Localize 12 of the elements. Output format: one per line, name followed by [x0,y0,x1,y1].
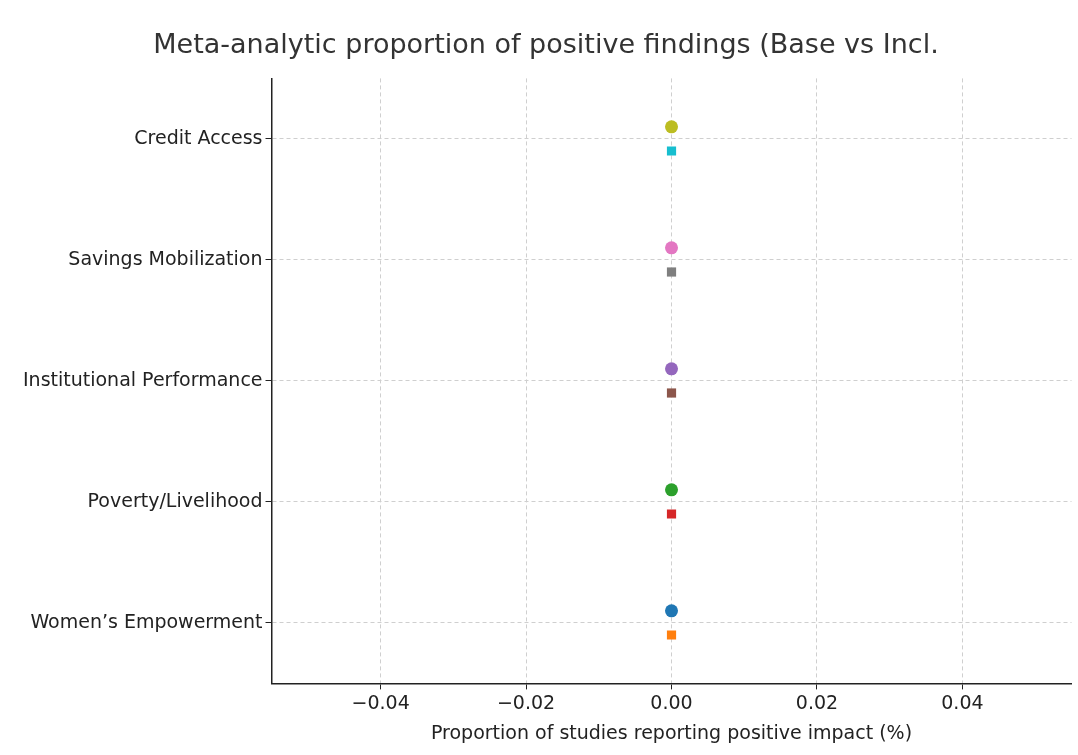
x-tick-label: −0.02 [496,690,556,713]
chart-title: Meta-analytic proportion of positive findings (Base vs Incl. [153,28,939,60]
x-tick-label: 0.00 [650,690,693,713]
x-tick-label: 0.04 [941,690,984,713]
y-tick-label: Credit Access [134,125,263,148]
y-tick-label: Poverty/Livelihood [87,488,263,511]
x-axis-title: Proportion of studies reporting positive impact (%) [430,720,913,743]
y-tick-label: Institutional Performance [22,367,263,390]
y-tick-label: Savings Mobilization [68,246,263,269]
x-tick-label: −0.04 [351,690,410,713]
y-tick-label: Women’s Empowerment [30,609,263,632]
x-tick-label: 0.02 [795,690,839,713]
